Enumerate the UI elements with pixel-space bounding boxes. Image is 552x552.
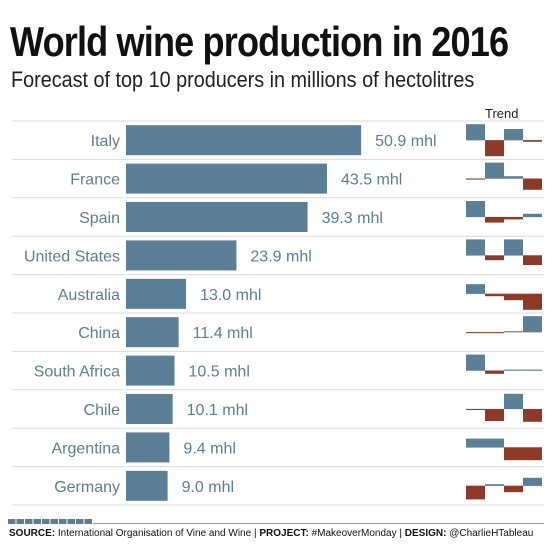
trend-up-step [504,393,523,409]
bar [126,355,175,386]
trend-down-step [466,409,485,410]
footer-block [76,519,84,524]
footer-block [33,519,41,524]
value-label: 39.3 mhl [322,210,383,227]
category-label: Argentina [52,440,121,457]
trend-up-step [523,213,542,217]
category-label: Chile [84,402,121,419]
trend-up-step [466,201,485,217]
trend-down-step [485,255,504,261]
trend-up-step [466,284,485,294]
value-label: 11.4 mhl [193,325,253,342]
bar [126,240,237,271]
category-label: Australia [58,287,120,304]
trend-up-step [485,484,504,486]
trend-up-step [466,354,485,371]
trend-down-step [485,217,504,223]
bar [126,278,187,309]
footer-block [50,519,58,524]
bar [126,125,362,156]
project-label: PROJECT: [259,528,309,539]
trend-up-step [504,239,523,256]
value-label: 43.5 mhl [341,172,402,189]
trend-up-step [523,369,542,371]
value-label: 10.5 mhl [189,364,250,381]
value-label: 10.1 mhl [187,402,248,419]
trend-down-step [485,293,504,297]
footer-rule [93,523,544,524]
trend-down-step [523,255,542,265]
trend-down-step [523,409,542,422]
trend-up-step [504,129,523,141]
trend-down-step [466,332,485,334]
value-label: 9.0 mhl [182,479,234,496]
trend-up-step [466,124,485,141]
trend-down-step [523,178,542,190]
category-label: Italy [91,133,120,150]
source-label: SOURCE: [9,528,56,539]
value-label: 50.9 mhl [375,133,436,150]
trend-down-step [485,140,504,157]
chart-title: World wine production in 2016 [10,18,509,65]
trend-down-step [504,293,523,301]
chart-subtitle: Forecast of top 10 producers in millions… [11,67,475,92]
trend-down-step [504,485,523,493]
value-label: 9.4 mhl [183,440,235,457]
trend-down-step [504,217,523,220]
trend-up-step [466,239,485,256]
trend-down-step [466,485,485,500]
trend-up-step [485,438,504,448]
trend-down-step [485,332,504,334]
category-label: South Africa [34,364,120,381]
trend-down-step [523,293,542,310]
footer-credits: SOURCE: International Organisation of Vi… [9,528,533,539]
value-label: 23.9 mhl [250,248,311,265]
trend-up-step [504,331,523,333]
footer-block [25,519,33,524]
category-label: China [78,325,120,342]
bar [126,163,327,194]
project-text: #MakeoverMonday | [308,528,405,539]
trend-down-step [523,140,542,142]
trend-down-step [485,409,504,421]
footer-decoration [8,519,544,524]
bar [126,432,170,463]
bar [126,202,308,232]
trend-up-step [504,176,523,179]
design-label: DESIGN: [404,528,447,539]
category-label: Spain [79,210,120,227]
footer-block [8,519,16,524]
bar [126,317,179,348]
trend-up-step [466,438,485,448]
trend-up-step [523,316,542,333]
bar [126,470,168,501]
bar [126,394,173,424]
category-label: Germany [54,479,120,496]
trend-down-step [504,447,523,461]
trend-up-step [504,369,523,371]
source-text: International Organisation of Vine and W… [55,528,260,539]
footer-block [42,519,50,524]
trend-column-header: Trend [485,106,519,121]
trend-down-step [485,370,504,374]
footer-block [59,519,67,524]
category-label: United States [24,248,120,265]
trend-down-step [466,178,485,180]
trend-up-step [485,162,504,179]
design-text: @CharlieHTableau [446,528,534,539]
footer-block [84,519,92,524]
trend-up-step [523,477,542,486]
trend-down-step [523,447,542,461]
value-label: 13.0 mhl [200,287,261,304]
footer-block [67,519,75,524]
category-label: France [70,172,120,189]
footer-block [16,519,24,524]
